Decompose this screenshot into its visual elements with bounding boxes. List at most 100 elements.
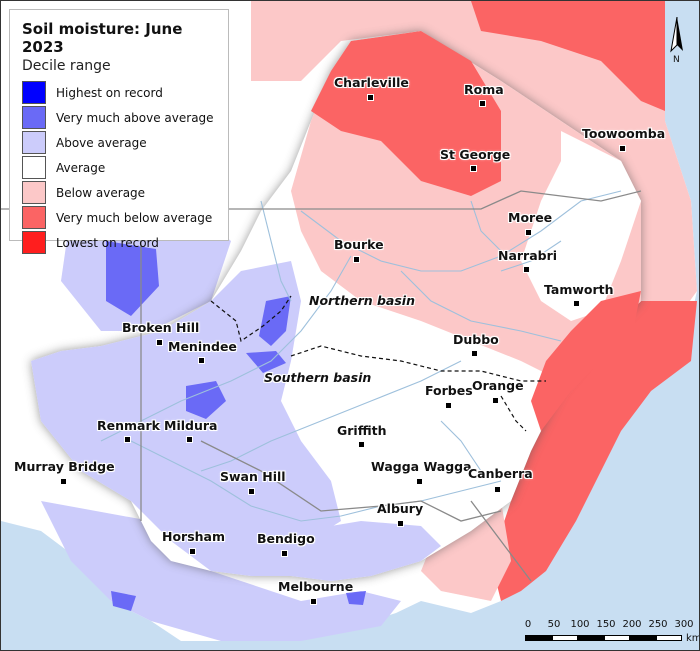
scale-tick-label: 100 xyxy=(570,619,590,630)
basin-average-east xyxy=(521,131,641,321)
town-marker-dubbo xyxy=(471,350,478,357)
scale-segment xyxy=(656,635,682,641)
legend-swatch xyxy=(22,106,46,129)
scale-segment xyxy=(578,635,604,641)
town-label-bourke: Bourke xyxy=(334,237,384,252)
town-label-horsham: Horsham xyxy=(162,529,226,544)
basin-blue-south xyxy=(171,521,441,581)
town-marker-charleville xyxy=(367,94,374,101)
town-marker-swan-hill xyxy=(248,488,255,495)
patch-vmaa-4 xyxy=(111,591,136,611)
legend-label: Highest on record xyxy=(56,85,163,100)
legend-title: Soil moisture: June 2023 xyxy=(22,20,183,56)
legend-swatch xyxy=(22,206,46,229)
scale-bar: 0 50 100 150 200 250 300 km xyxy=(521,619,700,647)
town-marker-bendigo xyxy=(281,550,288,557)
scale-segment xyxy=(630,635,656,641)
outside-red-northeast xyxy=(471,1,665,111)
basin-red-north xyxy=(311,31,501,196)
town-label-albury: Albury xyxy=(377,501,424,516)
state-borders xyxy=(1,190,642,582)
town-marker-albury xyxy=(397,520,404,527)
town-label-roma: Roma xyxy=(464,82,504,97)
scale-unit: km xyxy=(686,633,700,644)
town-marker-mildura xyxy=(186,436,193,443)
town-marker-bourke xyxy=(353,256,360,263)
town-marker-renmark xyxy=(124,436,131,443)
scale-tick-label: 150 xyxy=(596,619,616,630)
town-marker-canberra xyxy=(494,486,501,493)
town-label-canberra: Canberra xyxy=(468,466,533,481)
town-marker-horsham xyxy=(189,548,196,555)
legend-item: Average xyxy=(22,155,216,180)
legend-label: Average xyxy=(56,160,106,175)
scale-segment xyxy=(604,635,630,641)
scale-segment xyxy=(525,635,552,641)
town-label-broken-hill: Broken Hill xyxy=(122,320,200,335)
town-label-murray-bridge: Murray Bridge xyxy=(14,459,115,474)
town-marker-moree xyxy=(525,229,532,236)
legend-swatch xyxy=(22,131,46,154)
town-label-st-george: St George xyxy=(440,147,511,162)
scale-tick-label: 250 xyxy=(648,619,668,630)
town-marker-st-george xyxy=(470,165,477,172)
legend-label: Above average xyxy=(56,135,147,150)
legend-item: Very much above average xyxy=(22,105,216,130)
town-label-melbourne: Melbourne xyxy=(278,579,354,594)
town-marker-narrabri xyxy=(523,266,530,273)
basin-red-east xyxy=(531,291,641,431)
town-marker-toowoomba xyxy=(619,145,626,152)
legend-item: Below average xyxy=(22,180,216,205)
town-label-wagga-wagga: Wagga Wagga xyxy=(371,459,472,474)
legend-items: Highest on record Very much above average… xyxy=(22,80,216,255)
legend-swatch xyxy=(22,181,46,204)
town-marker-orange xyxy=(492,397,499,404)
town-marker-tamworth xyxy=(573,300,580,307)
legend-item: Lowest on record xyxy=(22,230,216,255)
patch-vmaa-5 xyxy=(346,591,366,605)
scale-segment xyxy=(552,635,578,641)
town-label-menindee: Menindee xyxy=(168,339,237,354)
town-label-forbes: Forbes xyxy=(425,383,473,398)
town-label-tamworth: Tamworth xyxy=(544,282,614,297)
legend-item: Very much below average xyxy=(22,205,216,230)
legend-label: Below average xyxy=(56,185,146,200)
town-label-toowoomba: Toowoomba xyxy=(582,126,666,141)
town-marker-broken-hill xyxy=(156,339,163,346)
legend-swatch xyxy=(22,81,46,104)
town-label-swan-hill: Swan Hill xyxy=(220,469,286,484)
town-label-moree: Moree xyxy=(508,210,553,225)
scale-tick-label: 50 xyxy=(547,619,561,630)
legend-label: Very much above average xyxy=(56,110,214,125)
town-marker-melbourne xyxy=(310,598,317,605)
legend-swatch xyxy=(22,156,46,179)
legend-subtitle: Decile range xyxy=(22,58,111,74)
town-label-bendigo: Bendigo xyxy=(257,531,315,546)
town-marker-forbes xyxy=(445,402,452,409)
town-marker-griffith xyxy=(358,441,365,448)
scale-tick-label: 300 xyxy=(674,619,694,630)
town-label-dubbo: Dubbo xyxy=(453,332,499,347)
legend-item: Highest on record xyxy=(22,80,216,105)
town-label-mildura: Mildura xyxy=(164,418,218,433)
town-marker-wagga-wagga xyxy=(416,478,423,485)
southern-basin-label: Southern basin xyxy=(264,370,372,385)
town-label-charleville: Charleville xyxy=(334,75,409,90)
basin-divider xyxy=(210,295,546,432)
legend: Soil moisture: June 2023 Decile range Hi… xyxy=(9,9,229,254)
patch-vmaa-3 xyxy=(186,381,226,419)
outside-pink-east xyxy=(491,301,697,601)
outside-vmaa-west xyxy=(106,241,159,316)
northern-basin-label: Northern basin xyxy=(309,293,415,308)
town-label-renmark: Renmark xyxy=(97,418,160,433)
north-label: N xyxy=(673,55,680,65)
town-marker-murray-bridge xyxy=(60,478,67,485)
town-marker-roma xyxy=(479,100,486,107)
town-label-narrabri: Narrabri xyxy=(498,248,558,263)
scale-tick-label: 0 xyxy=(524,619,532,630)
legend-label: Very much below average xyxy=(56,210,213,225)
outside-pink-north xyxy=(251,1,697,341)
town-marker-menindee xyxy=(198,357,205,364)
legend-item: Above average xyxy=(22,130,216,155)
